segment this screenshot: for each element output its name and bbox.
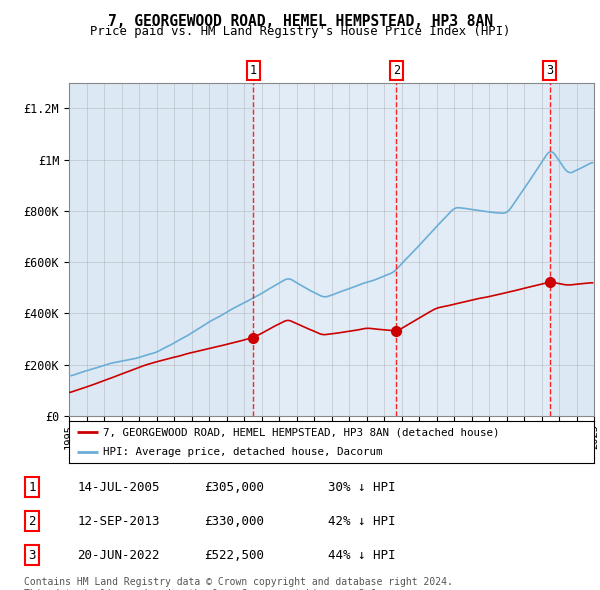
Text: 2: 2 (393, 64, 400, 77)
Text: 1: 1 (28, 481, 36, 494)
Text: 20-JUN-2022: 20-JUN-2022 (77, 549, 160, 562)
Text: 2: 2 (28, 515, 36, 528)
Text: 3: 3 (28, 549, 36, 562)
Text: 1: 1 (250, 64, 257, 77)
Text: 44% ↓ HPI: 44% ↓ HPI (328, 549, 396, 562)
Text: 7, GEORGEWOOD ROAD, HEMEL HEMPSTEAD, HP3 8AN: 7, GEORGEWOOD ROAD, HEMEL HEMPSTEAD, HP3… (107, 14, 493, 28)
Text: £305,000: £305,000 (204, 481, 264, 494)
Bar (253, 83, 550, 416)
Text: 30% ↓ HPI: 30% ↓ HPI (328, 481, 396, 494)
Text: £522,500: £522,500 (204, 549, 264, 562)
Text: Contains HM Land Registry data © Crown copyright and database right 2024.
This d: Contains HM Land Registry data © Crown c… (24, 577, 453, 590)
Text: 42% ↓ HPI: 42% ↓ HPI (328, 515, 396, 528)
Text: HPI: Average price, detached house, Dacorum: HPI: Average price, detached house, Daco… (103, 447, 383, 457)
Text: Price paid vs. HM Land Registry's House Price Index (HPI): Price paid vs. HM Land Registry's House … (90, 25, 510, 38)
Text: 12-SEP-2013: 12-SEP-2013 (77, 515, 160, 528)
Text: £330,000: £330,000 (204, 515, 264, 528)
Text: 3: 3 (546, 64, 553, 77)
Text: 14-JUL-2005: 14-JUL-2005 (77, 481, 160, 494)
Text: 7, GEORGEWOOD ROAD, HEMEL HEMPSTEAD, HP3 8AN (detached house): 7, GEORGEWOOD ROAD, HEMEL HEMPSTEAD, HP3… (103, 427, 500, 437)
